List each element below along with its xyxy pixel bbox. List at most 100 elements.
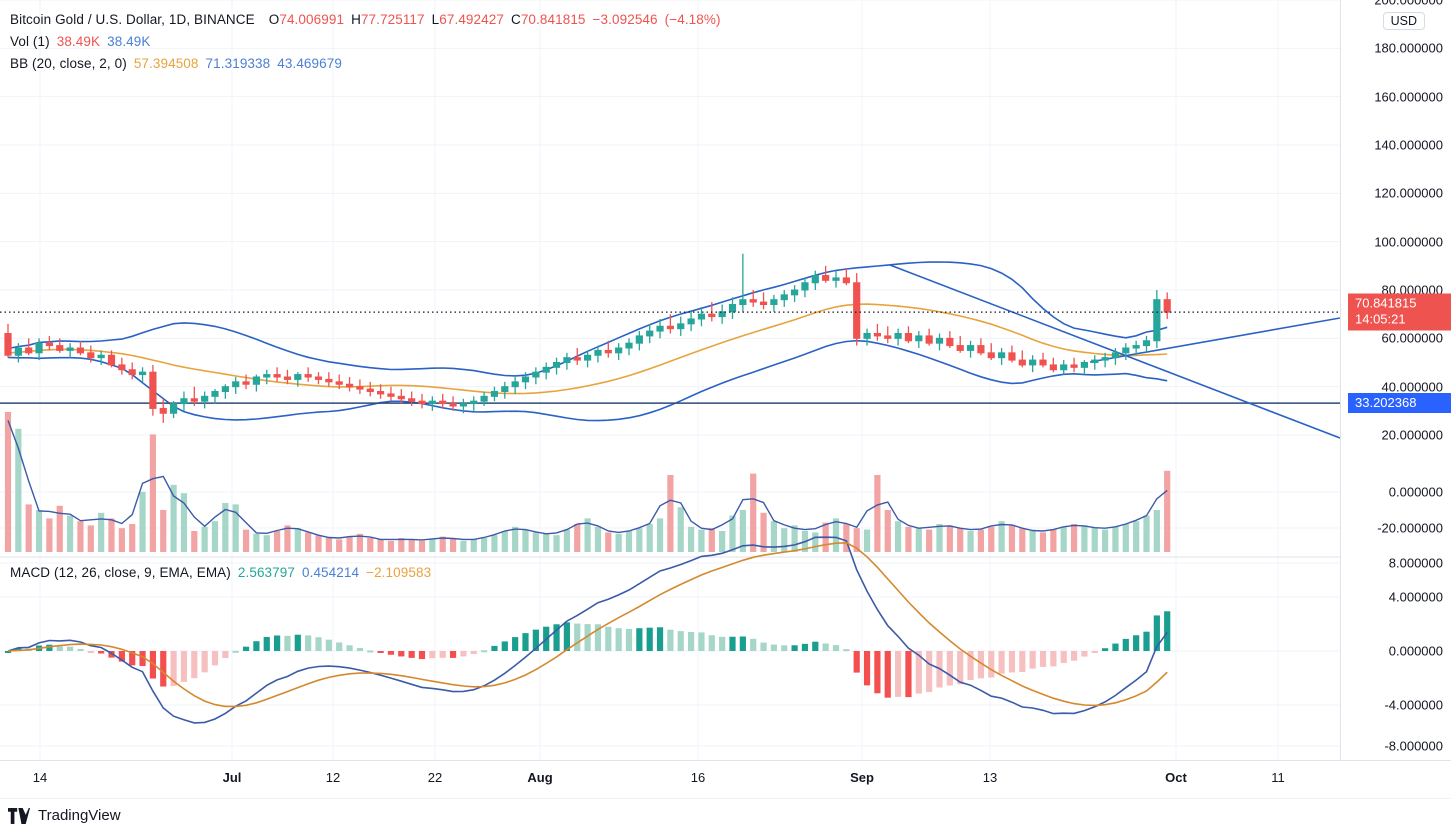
volume-bar bbox=[988, 526, 995, 552]
time-tick-label: 16 bbox=[690, 770, 706, 785]
macd-histogram-bar bbox=[863, 651, 871, 686]
candle-body bbox=[138, 371, 147, 376]
volume-bar bbox=[367, 538, 374, 552]
price-axis[interactable]: USD 200.000000 180.000000 160.000000 140.00… bbox=[1340, 0, 1451, 760]
price-tick-label: 180.000000 bbox=[1374, 40, 1443, 56]
bollinger-bands-legend[interactable]: BB (20, close, 2, 0) 57.394508 71.319338 43… bbox=[10, 54, 342, 74]
candle-body bbox=[998, 352, 1006, 359]
candle-body bbox=[439, 400, 447, 405]
volume-bar bbox=[253, 533, 260, 552]
macd-histogram-bar bbox=[253, 641, 260, 651]
ohlc-low-label: L bbox=[431, 12, 440, 27]
currency-badge[interactable]: USD bbox=[1382, 12, 1425, 30]
bb-upper-value: 71.319338 bbox=[205, 56, 271, 71]
volume-bar bbox=[812, 532, 819, 552]
candle-body bbox=[1111, 352, 1120, 359]
candle-body bbox=[128, 369, 136, 376]
volume-bar bbox=[336, 539, 343, 552]
macd-histogram-bar bbox=[853, 651, 860, 673]
macd-series[interactable] bbox=[4, 536, 1171, 724]
macd-histogram-bar bbox=[1112, 643, 1119, 651]
candle-body bbox=[511, 381, 519, 388]
candle-body bbox=[190, 398, 198, 402]
candle-body bbox=[1008, 352, 1016, 361]
candle-body bbox=[314, 376, 323, 380]
chart-plot-area[interactable] bbox=[0, 0, 1340, 760]
macd-histogram-bar bbox=[367, 650, 374, 653]
volume-bar bbox=[460, 540, 467, 552]
volume-bar bbox=[1143, 515, 1150, 552]
macd-signal-line bbox=[7, 541, 1168, 708]
macd-histogram-bar bbox=[1164, 611, 1171, 651]
volume-bar bbox=[863, 529, 871, 552]
macd-histogram-bar bbox=[915, 651, 922, 694]
time-axis[interactable]: 14 Jul 12 22 Aug 16 Sep 13 Oct 11 bbox=[0, 760, 1451, 798]
candle-body bbox=[201, 395, 209, 402]
candlestick-series[interactable] bbox=[4, 253, 1171, 423]
bb-legend-title[interactable]: BB (20, close, 2, 0) bbox=[10, 56, 127, 71]
volume-bar bbox=[87, 525, 94, 552]
volume-bar bbox=[98, 512, 105, 552]
volume-bar bbox=[1091, 528, 1098, 552]
macd-histogram-bar bbox=[1122, 638, 1129, 651]
candle-body bbox=[76, 347, 85, 354]
time-tick-label: Sep bbox=[850, 770, 874, 785]
time-tick-label: 13 bbox=[982, 770, 998, 785]
volume-bar bbox=[4, 412, 12, 552]
volume-series[interactable] bbox=[4, 412, 1171, 552]
macd-histogram-bar bbox=[843, 649, 850, 652]
macd-histogram-bar bbox=[625, 628, 633, 651]
candle-body bbox=[66, 347, 74, 351]
price-tick-label: 200.000000 bbox=[1374, 0, 1443, 8]
macd-legend-title[interactable]: MACD (12, 26, close, 9, EMA, EMA) bbox=[10, 565, 231, 580]
candle-body bbox=[118, 364, 126, 371]
macd-legend[interactable]: MACD (12, 26, close, 9, EMA, EMA) 2.56379… bbox=[10, 563, 431, 583]
macd-histogram-bar bbox=[532, 629, 539, 651]
volume-bar bbox=[1060, 526, 1067, 552]
macd-histogram-bar bbox=[574, 623, 581, 651]
candle-body bbox=[956, 345, 964, 351]
bb-lower-line bbox=[7, 339, 1168, 422]
macd-histogram-bar bbox=[781, 645, 788, 651]
support-line-badge[interactable]: 33.202368 bbox=[1348, 393, 1451, 414]
candle-body bbox=[149, 371, 157, 409]
volume-bar bbox=[118, 528, 125, 552]
last-price-badge[interactable]: 70.841815 14:05:21 bbox=[1348, 293, 1451, 331]
macd-histogram-bar bbox=[356, 647, 363, 651]
symbol-title[interactable]: Bitcoin Gold / U.S. Dollar, 1D, BINANCE bbox=[10, 12, 255, 27]
candle-body bbox=[811, 275, 819, 284]
volume-legend-title[interactable]: Vol (1) bbox=[10, 34, 50, 49]
macd-histogram-value: −2.109583 bbox=[366, 565, 432, 580]
volume-bar bbox=[139, 491, 146, 552]
volume-bar bbox=[201, 526, 208, 552]
bb-lower-value: 43.469679 bbox=[277, 56, 342, 71]
volume-bar bbox=[439, 536, 446, 552]
macd-histogram-bar bbox=[470, 651, 477, 654]
candle-body bbox=[915, 335, 923, 342]
candle-body bbox=[490, 391, 499, 397]
candle-body bbox=[646, 330, 654, 337]
candle-body bbox=[366, 388, 374, 393]
candle-body bbox=[604, 349, 612, 354]
tradingview-logo-icon bbox=[8, 807, 30, 824]
candle-body bbox=[159, 407, 167, 414]
tradingview-brand[interactable]: TradingView bbox=[8, 807, 121, 824]
macd-histogram-bar bbox=[305, 635, 312, 651]
macd-tick-label: 0.000000 bbox=[1388, 643, 1443, 659]
candle-body bbox=[1142, 340, 1151, 347]
macd-histogram-bar bbox=[770, 644, 777, 651]
brand-bar: TradingView bbox=[0, 798, 1451, 837]
macd-histogram-bar bbox=[967, 651, 974, 680]
candle-body bbox=[107, 354, 116, 366]
volume-legend[interactable]: Vol (1) 38.49K 38.49K bbox=[10, 32, 151, 52]
macd-histogram-bar bbox=[1153, 615, 1160, 651]
macd-histogram-bar bbox=[667, 629, 674, 651]
macd-histogram-bar bbox=[646, 627, 653, 651]
candle-body bbox=[252, 376, 261, 385]
volume-tick-label: -20.000000 bbox=[1377, 520, 1443, 536]
symbol-legend[interactable]: Bitcoin Gold / U.S. Dollar, 1D, BINANCE O… bbox=[10, 10, 721, 30]
macd-histogram-bar bbox=[77, 648, 84, 651]
candle-body bbox=[615, 347, 623, 354]
macd-histogram-bar bbox=[698, 632, 705, 651]
